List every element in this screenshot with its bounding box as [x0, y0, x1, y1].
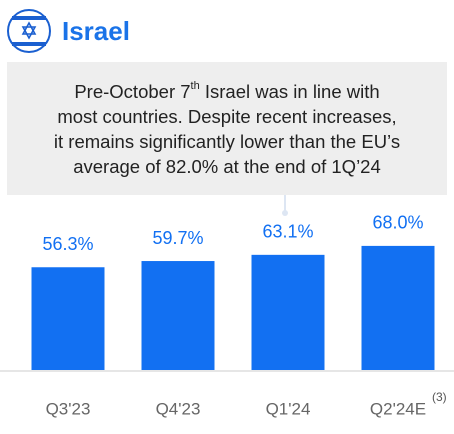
x-tick-label: Q1'24 [266, 399, 311, 418]
footnote: (3) [432, 390, 447, 404]
flag-icon [7, 9, 51, 53]
value-label: 68.0% [372, 213, 423, 233]
callout-line: it remains significantly lower than the … [54, 131, 400, 152]
callout-line: most countries. Despite recent increases… [57, 106, 396, 127]
callout-line: Pre-October 7th Israel was in line with [74, 80, 379, 102]
bar [361, 245, 435, 370]
callout-line: average of 82.0% at the end of 1Q’24 [73, 156, 381, 177]
value-label: 56.3% [42, 234, 93, 254]
value-label: 63.1% [262, 222, 313, 242]
callout-pointer-dot [282, 210, 288, 216]
callout-box [7, 62, 447, 195]
callout-superscript: th [191, 80, 200, 92]
bar [141, 261, 215, 370]
callout-text: Israel was in line with [200, 81, 380, 102]
value-label: 59.7% [152, 228, 203, 248]
x-tick-label: Q2'24E [370, 399, 426, 418]
bar [251, 254, 325, 370]
x-tick-label: Q4'23 [156, 399, 201, 418]
callout-text: Pre-October 7 [74, 81, 190, 102]
x-tick-label: Q3'23 [46, 399, 91, 418]
chart-title: Israel [62, 16, 130, 46]
bar [31, 267, 105, 370]
